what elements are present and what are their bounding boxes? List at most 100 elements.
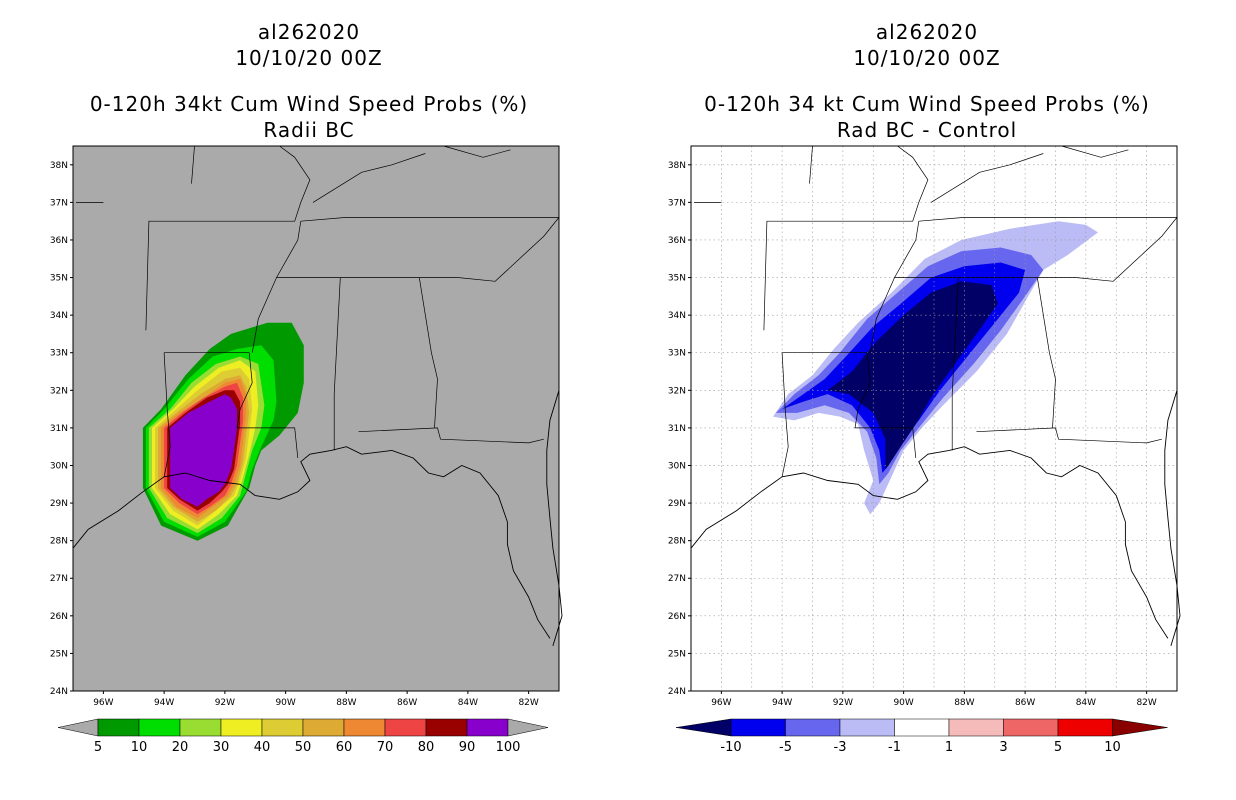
colorbar-low-arrow: [675, 718, 732, 737]
state-border: [443, 145, 511, 158]
left-storm-id: al262020: [257, 20, 361, 44]
colorbar-box: [179, 718, 222, 737]
lat-label: 25N: [668, 649, 686, 659]
state-border: [236, 352, 299, 459]
lon-label: 96W: [93, 698, 113, 708]
state-border: [781, 352, 789, 477]
colorbar-high-arrow: [507, 718, 549, 737]
colorbar-box: [466, 718, 509, 737]
colorbar-label: 50: [295, 740, 312, 755]
lat-label: 33N: [668, 349, 686, 359]
colorbar-label: 100: [496, 740, 521, 755]
lat-label: 35N: [668, 274, 686, 284]
lon-label: 88W: [336, 698, 356, 708]
lon-label: 92W: [215, 698, 235, 708]
colorbar-box: [261, 718, 304, 737]
left-panel: al262020 10/10/20 00Z 0-120h 34kt Cum Wi…: [50, 20, 563, 755]
lat-label: 37N: [50, 198, 68, 208]
lat-label: 27N: [50, 574, 68, 584]
colorbar-low-arrow: [57, 718, 99, 737]
colorbar-label: -5: [779, 740, 792, 755]
colorbar-box: [302, 718, 345, 737]
state-border: [930, 153, 1044, 203]
colorbar-label: 10: [131, 740, 148, 755]
left-subtitle: Radii BC: [263, 118, 355, 142]
right-map: 38N 37N 36N 35N 34N 33N 32N 31N 30N 29N 28N 27N 26N 2…: [668, 145, 1181, 755]
state-border: [300, 217, 559, 222]
state-border: [809, 145, 813, 184]
lat-label: 25N: [50, 649, 68, 659]
lat-label: 38N: [50, 161, 68, 171]
state-border: [458, 217, 560, 282]
lat-label: 29N: [50, 499, 68, 509]
state-border: [1076, 217, 1178, 282]
colorbar-label: 1: [945, 740, 953, 755]
state-border: [763, 145, 929, 331]
left-map: 38N 37N 36N 35N 34N 33N 32N 31N 30N 29N 28N 27N 26N 2…: [50, 145, 563, 755]
map-frame: [690, 145, 1178, 692]
right-datetime: 10/10/20 00Z: [853, 46, 1001, 70]
lon-label: 94W: [772, 698, 792, 708]
colorbar-box: [839, 718, 895, 737]
lon-label: 82W: [1136, 698, 1156, 708]
lon-label: 84W: [1076, 698, 1096, 708]
state-border: [1036, 277, 1056, 428]
state-border: [333, 277, 341, 451]
lat-label: 34N: [50, 311, 68, 321]
state-border: [976, 427, 1162, 444]
colorbar-box: [343, 718, 386, 737]
map-frame: [72, 145, 560, 692]
colorbar-box: [138, 718, 181, 737]
lat-label: 37N: [668, 198, 686, 208]
lat-label: 28N: [668, 537, 686, 547]
state-border: [918, 217, 1177, 222]
colorbar-label: 10: [1104, 740, 1121, 755]
colorbar-label: 90: [459, 740, 476, 755]
state-border: [854, 352, 917, 459]
colorbar-label: -3: [834, 740, 847, 755]
lat-label: 24N: [668, 687, 686, 697]
state-border: [191, 145, 195, 184]
lon-label: 86W: [397, 698, 417, 708]
gulf-coastline: [72, 446, 551, 639]
colorbar-label: 40: [254, 740, 271, 755]
lat-label: 35N: [50, 274, 68, 284]
lon-label: 88W: [954, 698, 974, 708]
colorbar-high-arrow: [1112, 718, 1168, 737]
lon-label: 86W: [1015, 698, 1035, 708]
colorbar-label: 5: [94, 740, 102, 755]
state-border: [312, 153, 426, 203]
lat-label: 32N: [50, 386, 68, 396]
state-border: [163, 352, 171, 477]
diff-contour-4: [827, 281, 998, 470]
colorbar-label: 70: [377, 740, 394, 755]
colorbar-box: [1003, 718, 1059, 737]
lat-label: 30N: [668, 461, 686, 471]
lon-label: 90W: [893, 698, 913, 708]
state-border: [418, 277, 438, 428]
lat-label: 30N: [50, 461, 68, 471]
right-storm-id: al262020: [875, 20, 979, 44]
lat-label: 26N: [668, 612, 686, 622]
lon-label: 92W: [833, 698, 853, 708]
prob-contour-10: [170, 394, 237, 507]
lat-label: 36N: [668, 236, 686, 246]
colorbar-label: 30: [213, 740, 230, 755]
colorbar-label: 5: [1054, 740, 1062, 755]
lon-label: 90W: [275, 698, 295, 708]
right-panel: al262020 10/10/20 00Z 0-120h 34 kt Cum W…: [618, 0, 1236, 800]
state-border: [358, 427, 544, 444]
right-title: 0-120h 34 kt Cum Wind Speed Probs (%): [704, 92, 1150, 116]
lon-label: 82W: [518, 698, 538, 708]
lon-label: 96W: [711, 698, 731, 708]
lat-label: 31N: [50, 424, 68, 434]
colorbar-label: 20: [172, 740, 189, 755]
lat-label: 27N: [668, 574, 686, 584]
left-title: 0-120h 34kt Cum Wind Speed Probs (%): [89, 92, 529, 116]
lon-label: 84W: [458, 698, 478, 708]
lat-label: 24N: [50, 687, 68, 697]
colorbar-label: 60: [336, 740, 353, 755]
colorbar-box: [894, 718, 950, 737]
left-datetime: 10/10/20 00Z: [235, 46, 383, 70]
map-background: [73, 146, 559, 691]
